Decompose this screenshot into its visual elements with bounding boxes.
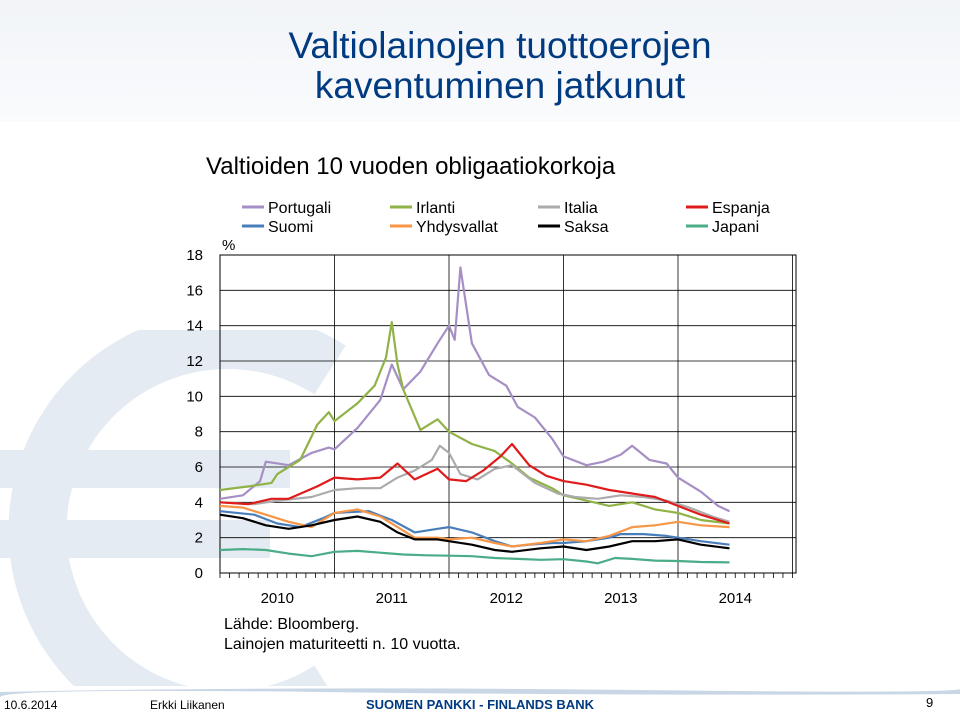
x-tick-label: 2013 xyxy=(604,590,637,607)
y-tick-label: 10 xyxy=(186,388,203,405)
legend-label: Suomi xyxy=(268,219,313,236)
chart-series xyxy=(219,266,730,565)
slide-title: Valtiolainojen tuottoerojen kaventuminen… xyxy=(288,25,712,106)
series-line-suomi xyxy=(219,510,730,548)
footer-author: Erkki Liikanen xyxy=(150,698,225,712)
footer-decoration xyxy=(0,686,960,717)
series-line-portugali xyxy=(219,266,730,513)
series-line-italia xyxy=(219,444,730,523)
y-tick-label: 12 xyxy=(186,353,203,370)
series-line-saksa xyxy=(219,513,730,553)
legend-label: Italia xyxy=(564,200,598,217)
legend-label: Irlanti xyxy=(416,200,455,217)
chart-subtitle: Valtioiden 10 vuoden obligaatiokorkoja xyxy=(206,153,616,180)
euro-watermark-icon xyxy=(0,330,346,717)
source-note: Lähde: Bloomberg. Lainojen maturiteetti … xyxy=(224,615,461,655)
footer-bank-name: SUOMEN PANKKI - FINLANDS BANK xyxy=(366,697,594,712)
source-line-2: Lainojen maturiteetti n. 10 vuotta. xyxy=(224,636,461,653)
legend-label: Saksa xyxy=(564,219,609,236)
y-tick-label: 14 xyxy=(186,318,203,335)
footer-date: 10.6.2014 xyxy=(4,698,58,712)
series-line-japani xyxy=(219,548,730,565)
footer-page-number: 9 xyxy=(926,695,934,710)
y-tick-label: 8 xyxy=(195,424,203,441)
plot-area-frame xyxy=(219,254,797,574)
header-background xyxy=(0,0,960,122)
y-tick-label: 18 xyxy=(186,247,203,264)
x-tick-label: 2011 xyxy=(376,590,408,607)
x-tick-label: 2014 xyxy=(719,590,752,607)
y-tick-label: 0 xyxy=(195,565,203,582)
legend-label: Japani xyxy=(712,219,759,236)
series-line-irlanti xyxy=(219,321,730,525)
chart-legend: Portugali Irlanti Italia Espanja Suomi Yhdysv… xyxy=(242,200,770,236)
y-tick-label: 4 xyxy=(195,494,203,511)
legend-label: Espanja xyxy=(712,200,770,217)
chart-axes: 0 2 4 6 8 10 12 14 16 18 2010 2011 2012 2013 2014 xyxy=(186,247,793,607)
x-tick-label: 2012 xyxy=(490,590,523,607)
y-tick-label: 2 xyxy=(195,530,203,547)
legend-label: Yhdysvallat xyxy=(416,219,498,236)
y-tick-label: 6 xyxy=(195,459,203,476)
source-line-1: Lähde: Bloomberg. xyxy=(224,616,360,633)
y-tick-label: 16 xyxy=(186,282,203,299)
series-line-espanja xyxy=(219,442,730,525)
x-tick-label: 2010 xyxy=(261,590,294,607)
y-axis-unit-label: % xyxy=(222,237,235,254)
legend-label: Portugali xyxy=(268,200,331,217)
